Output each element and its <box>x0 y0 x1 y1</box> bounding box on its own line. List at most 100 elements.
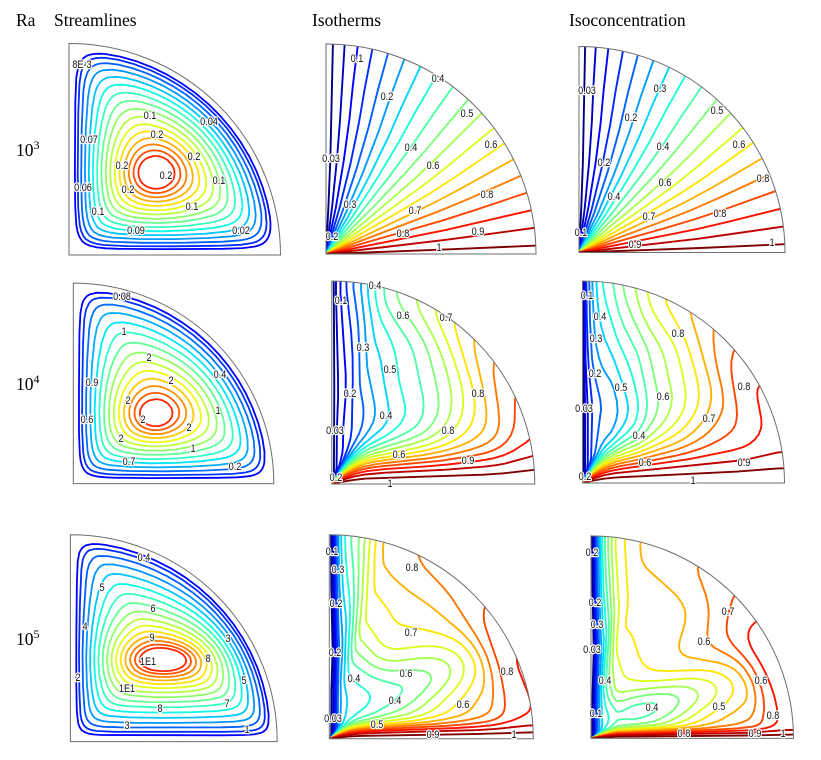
svg-text:0.4: 0.4 <box>657 141 670 153</box>
svg-text:0.9: 0.9 <box>629 239 642 251</box>
svg-text:0.7: 0.7 <box>405 627 418 639</box>
svg-text:0.2: 0.2 <box>326 231 339 243</box>
svg-text:0.9: 0.9 <box>749 728 762 740</box>
svg-text:1: 1 <box>769 237 774 249</box>
svg-text:0.7: 0.7 <box>409 205 422 217</box>
svg-text:0.7: 0.7 <box>722 606 735 618</box>
svg-text:0.2: 0.2 <box>116 160 129 172</box>
svg-text:0.2: 0.2 <box>122 184 135 196</box>
svg-text:0.1: 0.1 <box>186 201 199 213</box>
svg-text:0.2: 0.2 <box>151 129 164 141</box>
svg-text:2: 2 <box>75 672 80 684</box>
svg-text:7: 7 <box>224 698 229 710</box>
svg-text:0.03: 0.03 <box>326 425 344 437</box>
svg-text:0.4: 0.4 <box>608 191 621 203</box>
svg-text:0.1: 0.1 <box>590 708 603 720</box>
svg-text:3: 3 <box>225 633 230 645</box>
svg-text:0.02: 0.02 <box>232 225 250 237</box>
svg-text:0.1: 0.1 <box>581 290 594 302</box>
svg-text:0.8: 0.8 <box>472 388 485 400</box>
svg-text:0.2: 0.2 <box>589 597 602 609</box>
svg-text:0.6: 0.6 <box>393 449 406 461</box>
svg-text:0.4: 0.4 <box>380 410 393 422</box>
svg-text:0.9: 0.9 <box>462 455 475 467</box>
svg-text:9: 9 <box>149 632 154 644</box>
svg-text:0.6: 0.6 <box>755 675 768 687</box>
svg-text:0.6: 0.6 <box>639 457 652 469</box>
svg-text:0.5: 0.5 <box>711 105 724 117</box>
svg-text:2: 2 <box>118 433 123 445</box>
svg-text:0.5: 0.5 <box>713 701 726 713</box>
svg-text:0.1: 0.1 <box>351 53 364 65</box>
svg-text:0.8: 0.8 <box>738 381 751 393</box>
svg-text:1: 1 <box>511 729 516 741</box>
svg-text:0.3: 0.3 <box>591 619 604 631</box>
svg-text:0.6: 0.6 <box>485 139 498 151</box>
svg-text:0.1: 0.1 <box>575 227 588 239</box>
svg-text:0.5: 0.5 <box>371 719 384 731</box>
svg-text:0.3: 0.3 <box>357 342 370 354</box>
svg-text:0.2: 0.2 <box>160 170 173 182</box>
svg-text:0.5: 0.5 <box>384 364 397 376</box>
svg-text:1: 1 <box>215 405 220 417</box>
svg-text:0.7: 0.7 <box>123 456 136 468</box>
svg-text:0.1: 0.1 <box>144 110 157 122</box>
svg-text:Isoconcentration: Isoconcentration <box>569 10 686 30</box>
svg-text:1: 1 <box>436 242 441 254</box>
svg-text:0.03: 0.03 <box>575 403 593 415</box>
svg-text:6: 6 <box>150 603 155 615</box>
svg-text:3: 3 <box>124 720 129 732</box>
svg-text:0.3: 0.3 <box>590 333 603 345</box>
svg-text:0.5: 0.5 <box>461 108 474 120</box>
svg-text:0.8: 0.8 <box>442 425 455 437</box>
svg-text:0.03: 0.03 <box>578 85 596 97</box>
svg-text:0.8: 0.8 <box>678 728 691 740</box>
svg-text:0.9: 0.9 <box>472 226 485 238</box>
svg-text:0.8: 0.8 <box>757 173 770 185</box>
svg-text:0.2: 0.2 <box>229 461 242 473</box>
svg-text:4: 4 <box>82 621 87 633</box>
svg-text:0.1: 0.1 <box>326 546 339 558</box>
svg-text:0.06: 0.06 <box>74 182 92 194</box>
svg-text:0.2: 0.2 <box>188 151 201 163</box>
svg-text:0.2: 0.2 <box>589 368 602 380</box>
svg-text:0.8: 0.8 <box>501 666 514 678</box>
svg-text:2: 2 <box>186 422 191 434</box>
svg-text:0.4: 0.4 <box>369 280 382 292</box>
svg-text:0.4: 0.4 <box>348 673 361 685</box>
svg-text:2: 2 <box>125 395 130 407</box>
svg-text:0.6: 0.6 <box>457 699 470 711</box>
svg-text:0.8: 0.8 <box>767 710 780 722</box>
svg-text:5: 5 <box>99 582 104 594</box>
svg-text:0.4: 0.4 <box>138 552 151 564</box>
svg-text:1: 1 <box>690 475 695 487</box>
svg-text:0.4: 0.4 <box>432 73 445 85</box>
svg-text:0.5: 0.5 <box>615 382 628 394</box>
svg-text:0.2: 0.2 <box>329 647 342 659</box>
svg-text:0.8: 0.8 <box>714 208 727 220</box>
svg-text:Streamlines: Streamlines <box>54 10 137 30</box>
svg-text:0.08: 0.08 <box>113 291 131 303</box>
svg-text:0.03: 0.03 <box>583 644 601 656</box>
svg-text:0.07: 0.07 <box>80 134 98 146</box>
svg-text:1: 1 <box>121 326 126 338</box>
svg-text:0.4: 0.4 <box>599 675 612 687</box>
svg-text:8: 8 <box>157 703 162 715</box>
svg-text:0.2: 0.2 <box>330 598 343 610</box>
svg-text:2: 2 <box>140 414 145 426</box>
svg-text:0.2: 0.2 <box>381 91 394 103</box>
svg-text:5: 5 <box>241 675 246 687</box>
svg-text:0.2: 0.2 <box>598 157 611 169</box>
svg-text:0.8: 0.8 <box>481 189 494 201</box>
svg-text:0.6: 0.6 <box>733 139 746 151</box>
svg-text:0.7: 0.7 <box>643 211 656 223</box>
svg-text:0.4: 0.4 <box>594 311 607 323</box>
svg-text:1E1: 1E1 <box>119 683 135 695</box>
svg-text:0.4: 0.4 <box>389 695 402 707</box>
svg-text:0.8: 0.8 <box>397 228 410 240</box>
svg-text:0.2: 0.2 <box>586 547 599 559</box>
svg-text:2: 2 <box>146 352 151 364</box>
svg-text:0.6: 0.6 <box>659 177 672 189</box>
svg-text:0.9: 0.9 <box>86 377 99 389</box>
svg-text:0.4: 0.4 <box>633 430 646 442</box>
